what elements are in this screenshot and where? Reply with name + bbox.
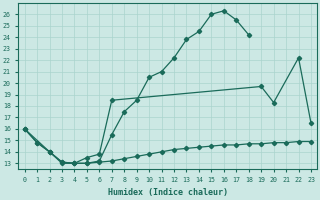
X-axis label: Humidex (Indice chaleur): Humidex (Indice chaleur) bbox=[108, 188, 228, 197]
